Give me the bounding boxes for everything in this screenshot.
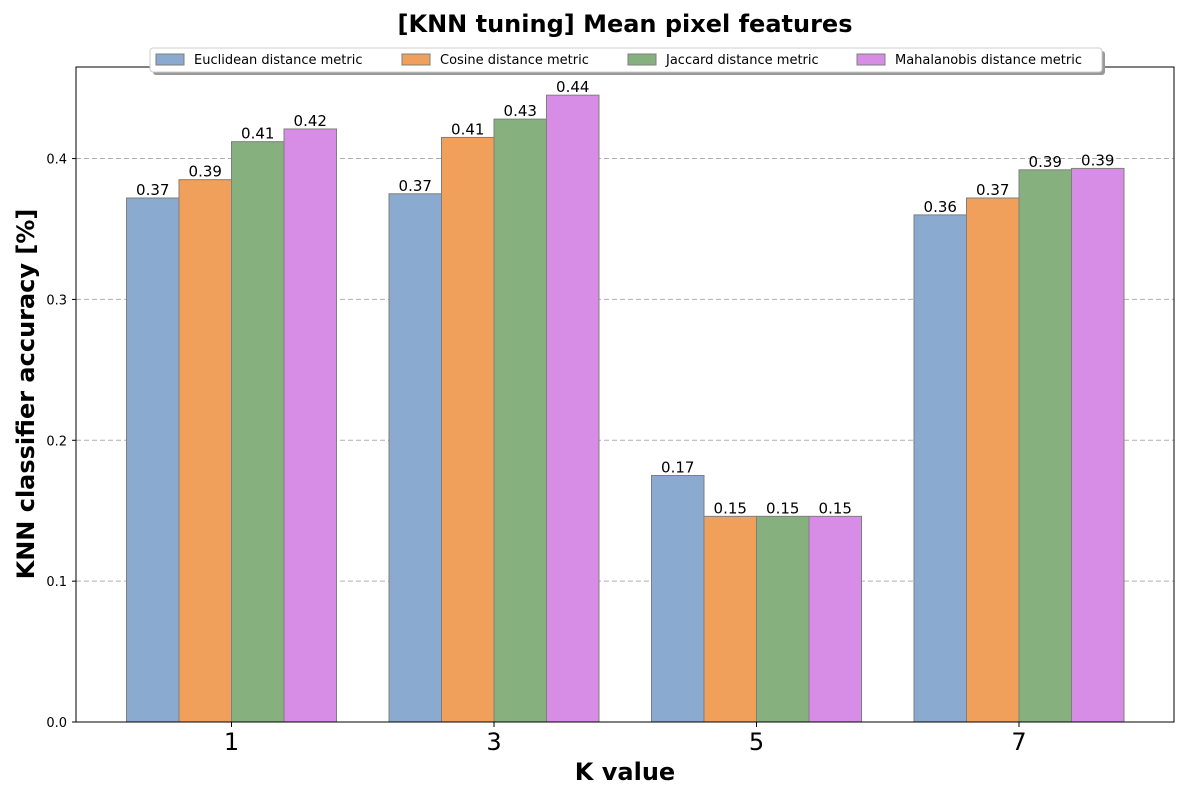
bar-value-label: 0.15 (714, 499, 747, 517)
bar-value-label: 0.37 (136, 181, 169, 199)
legend-swatch (627, 53, 657, 66)
bar-value-label: 0.44 (556, 78, 589, 96)
y-tick-label: 0.4 (46, 153, 67, 168)
bar (703, 515, 757, 723)
bar (966, 197, 1020, 723)
bar (546, 94, 600, 723)
legend-label: Cosine distance metric (440, 53, 589, 68)
legend-swatch (401, 53, 431, 66)
bar (1018, 169, 1072, 723)
bar-value-label: 0.41 (451, 120, 484, 138)
bar (441, 136, 495, 723)
bar-value-label: 0.39 (1081, 151, 1114, 169)
bar-value-label: 0.43 (504, 102, 537, 120)
bar-value-label: 0.15 (766, 499, 799, 517)
x-tick-label: 5 (749, 728, 764, 756)
y-tick-label: 0.0 (46, 716, 67, 731)
bar-value-label: 0.41 (241, 125, 274, 143)
x-tick-label: 1 (224, 728, 239, 756)
bar (126, 197, 180, 723)
legend: Euclidean distance metric Cosine distance… (149, 47, 1105, 75)
legend-swatch (856, 53, 886, 66)
y-tick-label: 0.1 (46, 575, 67, 590)
bar (651, 474, 705, 723)
bar (808, 515, 862, 723)
bar (756, 515, 810, 723)
y-tick-label: 0.2 (46, 434, 67, 449)
bar (231, 141, 285, 723)
x-axis-label: K value (575, 758, 675, 786)
x-tick-label: 3 (486, 728, 501, 756)
bar-value-label: 0.37 (976, 181, 1009, 199)
bar (913, 214, 967, 723)
bar (178, 179, 232, 723)
bar (493, 118, 547, 723)
bar-value-label: 0.39 (1029, 153, 1062, 171)
bar-value-label: 0.37 (399, 177, 432, 195)
y-tick-label: 0.3 (46, 293, 67, 308)
x-tick-label: 7 (1011, 728, 1026, 756)
legend-swatch (155, 53, 185, 66)
bar-value-label: 0.36 (924, 198, 957, 216)
bar-value-label: 0.39 (189, 163, 222, 181)
chart-title: [KNN tuning] Mean pixel features (398, 10, 853, 38)
legend-label: Euclidean distance metric (194, 53, 363, 68)
bar-layer: 0.37 0.37 0.17 0.36 0.39 0.41 0.15 0.37 0.41 0.43… (126, 78, 1125, 723)
legend-label: Jaccard distance metric (665, 53, 819, 68)
bar-value-label: 0.42 (294, 112, 327, 130)
bar-value-label: 0.15 (819, 499, 852, 517)
bar (1071, 167, 1125, 723)
legend-label: Mahalanobis distance metric (895, 53, 1082, 68)
bar (283, 128, 337, 723)
bar-value-label: 0.17 (661, 458, 694, 476)
bar (388, 193, 442, 723)
y-axis-label: KNN classifier accuracy [%] (12, 209, 40, 580)
